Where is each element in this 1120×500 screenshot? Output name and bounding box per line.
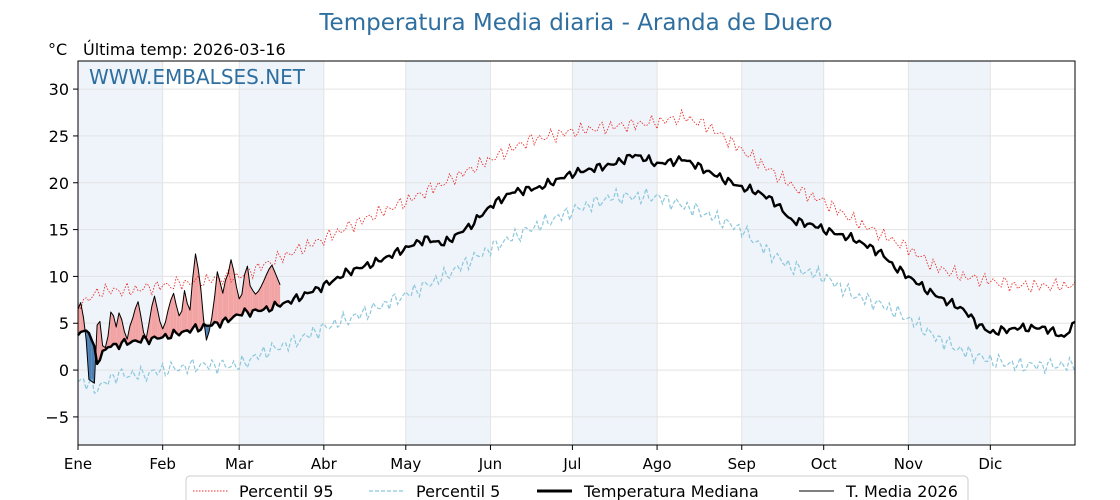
month-bands [78, 61, 991, 445]
fill-above-median [236, 286, 240, 315]
y-tick-label: 10 [49, 267, 69, 286]
last-temp-label: Última temp: 2026-03-16 [83, 40, 286, 59]
y-tick-label: 25 [49, 127, 69, 146]
fill-above-median [97, 321, 100, 364]
fill-above-median [239, 294, 242, 316]
fill-above-median [244, 266, 248, 312]
x-tick-label: Abr [311, 455, 338, 473]
x-tick-label: Oct [811, 455, 837, 473]
x-tick-label: Dic [978, 455, 1002, 473]
month-band [78, 61, 163, 445]
fill-above-median [195, 253, 199, 332]
fill-above-median [116, 312, 119, 349]
fill-above-median [247, 266, 251, 317]
fill-above-median [187, 303, 190, 333]
fill-above-median [159, 321, 163, 339]
x-tick-label: Nov [894, 455, 923, 473]
fill-above-median [135, 301, 139, 342]
fill-above-median [261, 281, 264, 311]
fill-above-median [255, 291, 259, 311]
fill-above-median [165, 310, 169, 339]
fill-above-median [78, 302, 81, 336]
fill-above-median [228, 259, 231, 322]
fill-below-median [91, 340, 95, 384]
month-band [741, 61, 824, 445]
x-tick-label: Sep [728, 455, 756, 473]
fill-above-median [269, 265, 272, 312]
fill-above-median [217, 271, 220, 328]
fill-above-median [157, 308, 160, 339]
legend: Percentil 95 Percentil 5 Temperatura Med… [185, 475, 969, 500]
y-tick-label: 0 [59, 361, 69, 380]
fill-above-median [179, 311, 182, 336]
fill-above-median [277, 278, 281, 307]
x-axis: Ene Feb Mar Abr May Jun Jul Ago Sep Oct Nov Dic [64, 445, 1002, 473]
fill-above-median [263, 274, 267, 310]
y-tick-label: 15 [49, 221, 69, 240]
unit-label: °C [48, 40, 67, 59]
series-line-t-media-2026 [77, 253, 281, 384]
fill-above-median [168, 299, 171, 339]
x-tick-label: Feb [149, 455, 176, 473]
y-tick-label: −5 [45, 408, 69, 427]
fill-above-median [233, 270, 237, 317]
fill-above-median [225, 273, 229, 322]
x-tick-label: May [390, 455, 421, 473]
y-axis: −5 0 5 10 15 20 25 30 [45, 80, 78, 427]
series-line-percentil-95 [77, 108, 1076, 312]
fill-above-median [220, 282, 223, 328]
fill-above-median [231, 259, 234, 320]
y-tick-label: 5 [59, 314, 69, 333]
series-line-temperatura-mediana [77, 153, 1076, 366]
month-band [239, 61, 324, 445]
x-tick-label: Mar [225, 455, 254, 473]
fill-above-median [271, 265, 275, 310]
fill-above-median [151, 296, 155, 338]
plot-frame [77, 60, 1076, 446]
fill-above-median [121, 319, 125, 343]
y-tick-label: 30 [49, 80, 69, 99]
anomaly-fills [78, 253, 281, 384]
fill-above-median [252, 290, 256, 311]
fill-above-median [138, 301, 141, 343]
fill-above-median [110, 312, 114, 347]
fill-above-median [176, 305, 180, 336]
fill-below-median [88, 333, 92, 382]
month-band [405, 61, 491, 445]
x-tick-label: Ago [643, 455, 672, 473]
month-band [572, 61, 658, 445]
fill-above-median [266, 268, 270, 312]
fill-above-median [170, 293, 174, 339]
legend-label-p5: Percentil 5 [416, 482, 500, 500]
fill-above-median [181, 290, 185, 333]
fill-above-median [241, 274, 245, 316]
fill-above-median [149, 306, 152, 345]
y-tick-label: 20 [49, 174, 69, 193]
fill-above-median [250, 285, 253, 317]
series-lines [77, 108, 1076, 394]
fill-above-median [80, 302, 84, 332]
series-line-percentil-5 [77, 186, 1076, 394]
chart-title: Temperatura Media diaria - Aranda de Due… [318, 10, 832, 36]
fill-above-median [113, 315, 117, 344]
legend-label-current: T. Media 2026 [845, 482, 958, 500]
legend-label-p95: Percentil 95 [239, 482, 334, 500]
fill-above-median [214, 271, 218, 323]
fill-above-median [119, 312, 122, 349]
month-band [908, 61, 991, 445]
x-tick-label: Jul [562, 455, 581, 473]
legend-box [185, 475, 969, 500]
legend-label-median: Temperatura Mediana [583, 482, 759, 500]
fill-above-median [274, 271, 278, 306]
fill-above-median [258, 286, 261, 311]
x-tick-label: Ene [64, 455, 92, 473]
watermark-text: WWW.EMBALSES.NET [89, 65, 306, 89]
x-tick-label: Jun [478, 455, 502, 473]
